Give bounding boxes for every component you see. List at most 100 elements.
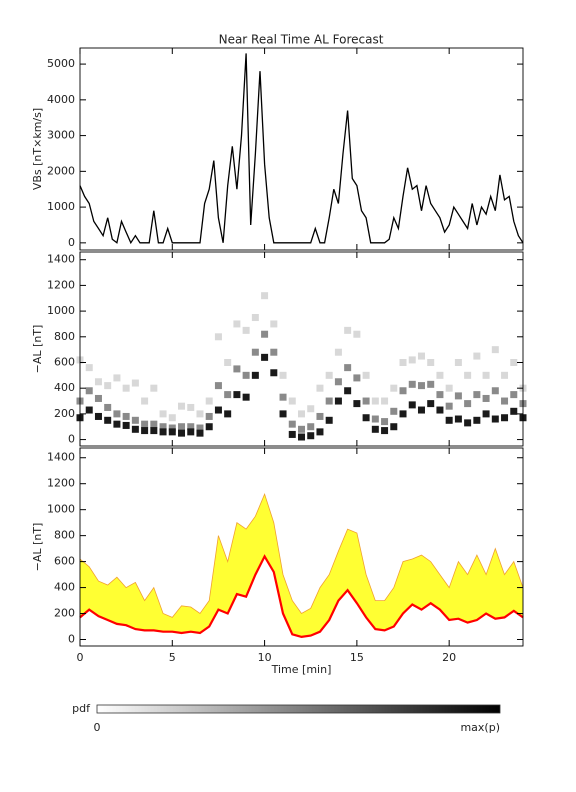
density-cell [316, 412, 324, 420]
density-cell [288, 397, 296, 405]
density-cell [454, 415, 462, 423]
density-cell [353, 330, 361, 338]
density-cell [214, 382, 222, 390]
density-cell [371, 397, 379, 405]
density-cell [390, 384, 398, 392]
density-cell [307, 432, 315, 440]
density-cell [491, 346, 499, 354]
density-cell [399, 410, 407, 418]
y-tick-label: 1200 [47, 278, 75, 291]
y-tick-label: 800 [54, 330, 75, 343]
density-cell [122, 412, 130, 420]
density-cell [454, 358, 462, 366]
density-cell [150, 384, 158, 392]
density-cell [408, 401, 416, 409]
y-tick-label: 600 [54, 355, 75, 368]
density-cell [325, 416, 333, 424]
density-cell [205, 412, 213, 420]
band-edge [79, 492, 524, 618]
colorbar-label: pdf [72, 702, 91, 715]
density-cell [334, 397, 342, 405]
density-cell [445, 384, 453, 392]
density-cell [501, 397, 509, 405]
density-cell [279, 371, 287, 379]
y-tick-label: 400 [54, 381, 75, 394]
density-cell [399, 358, 407, 366]
y-tick-label: 0 [68, 633, 75, 646]
x-tick-label: 10 [258, 651, 272, 664]
density-cell [261, 353, 269, 361]
y-tick-label: 400 [54, 581, 75, 594]
density-cell [131, 379, 139, 387]
density-cell [187, 428, 195, 436]
density-cell [344, 387, 352, 395]
band-mask [80, 556, 523, 646]
density-cell [510, 407, 518, 415]
density-cell [427, 358, 435, 366]
density-cell [261, 330, 269, 338]
y-axis-title: −AL [nT] [31, 325, 44, 374]
density-cell [344, 326, 352, 334]
y-tick-label: 1200 [47, 477, 75, 490]
density-cell [279, 410, 287, 418]
density-cell [196, 410, 204, 418]
density-cell [464, 419, 472, 427]
y-tick-label: 1000 [47, 304, 75, 317]
density-cell [141, 427, 149, 435]
density-cell [445, 402, 453, 410]
density-cell [362, 371, 370, 379]
density-cell [131, 416, 139, 424]
density-cell [436, 391, 444, 399]
density-cell [408, 356, 416, 364]
density-cell [381, 427, 389, 435]
density-cell [408, 380, 416, 388]
y-tick-label: 3000 [47, 129, 75, 142]
density-cell [270, 369, 278, 377]
x-tick-label: 0 [77, 651, 84, 664]
y-tick-label: 1000 [47, 503, 75, 516]
density-cell [94, 412, 102, 420]
density-cell [473, 391, 481, 399]
density-cell [473, 416, 481, 424]
density-cell [150, 420, 158, 428]
plot-frame [79, 47, 524, 251]
density-cell [445, 416, 453, 424]
density-cell [104, 416, 112, 424]
density-cell [298, 433, 305, 441]
density-cell [85, 364, 93, 372]
density-cell [491, 415, 499, 423]
density-cell [427, 380, 435, 388]
x-axis-title: Time [min] [271, 663, 332, 676]
density-cell [436, 406, 444, 414]
density-cell [261, 292, 269, 300]
density-cell [205, 423, 213, 431]
density-cell [325, 371, 333, 379]
density-cell [113, 374, 121, 382]
density-cell [362, 397, 370, 405]
density-cell [298, 425, 305, 433]
density-cell [334, 378, 342, 386]
density-cell [371, 425, 379, 433]
density-cell [196, 424, 204, 432]
density-cell [417, 406, 425, 414]
density-cell [242, 326, 250, 334]
forecast-line [79, 554, 524, 639]
density-cell [122, 384, 130, 392]
density-cell [196, 429, 204, 437]
density-cell [251, 314, 259, 322]
density-cell [436, 371, 444, 379]
density-cell [417, 352, 425, 360]
y-tick-label: 2000 [47, 164, 75, 177]
x-tick-label: 20 [442, 651, 456, 664]
density-cell [104, 382, 112, 390]
y-tick-label: 0 [68, 433, 75, 446]
density-cell [224, 391, 232, 399]
density-cell [417, 382, 425, 390]
density-cell [501, 414, 509, 422]
density-cell [168, 428, 176, 436]
density-cell [381, 418, 389, 426]
y-axis-title: −AL [nT] [31, 523, 44, 572]
density-cell [224, 410, 232, 418]
y-tick-label: 800 [54, 529, 75, 542]
y-tick-label: 0 [68, 236, 75, 249]
